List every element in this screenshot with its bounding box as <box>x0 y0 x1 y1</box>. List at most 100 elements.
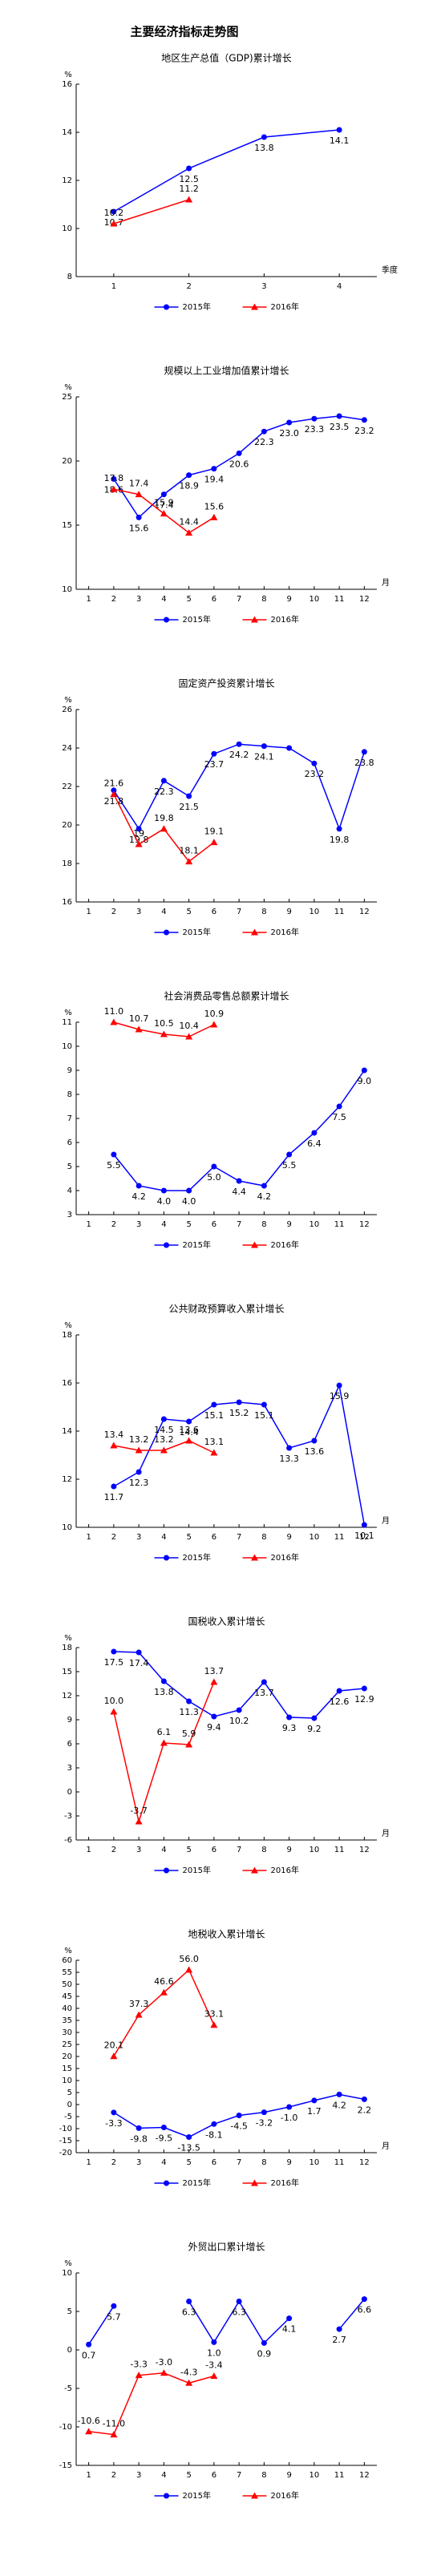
data-label: 24.2 <box>229 750 249 760</box>
marker <box>336 127 342 133</box>
marker <box>286 1714 293 1721</box>
data-label: 4.2 <box>131 1191 146 1202</box>
marker <box>186 1187 192 1194</box>
y-tick-label: 60 <box>62 1956 72 1965</box>
marker <box>186 165 192 172</box>
x-tick-label: 3 <box>136 1846 141 1854</box>
marker <box>110 1018 118 1025</box>
marker <box>261 1401 267 1408</box>
x-tick-label: 12 <box>359 1220 370 1229</box>
y-tick-label: 3 <box>67 1211 72 1219</box>
marker <box>210 2372 218 2380</box>
chart-title: 公共财政预算收入累计增长 <box>168 1303 284 1315</box>
data-label: 5.0 <box>207 1172 221 1183</box>
data-label: 4.0 <box>182 1196 196 1207</box>
x-tick-label: 9 <box>286 1220 291 1229</box>
data-label: 12.9 <box>354 1694 374 1705</box>
series-line <box>113 1681 215 1824</box>
data-label: 10.1 <box>354 1531 374 1541</box>
data-label: 6.3 <box>182 2307 196 2318</box>
legend-label: 2015年 <box>183 1552 211 1563</box>
y-tick-label: 25 <box>62 2040 72 2049</box>
data-label: -3.7 <box>130 1806 147 1816</box>
legend-marker <box>164 2180 169 2186</box>
data-label: 13.6 <box>305 1446 325 1457</box>
legend-label: 2015年 <box>183 2178 211 2188</box>
x-tick-label: 3 <box>136 595 141 604</box>
data-label: 13.6 <box>179 1425 199 1435</box>
y-tick-label: 10 <box>62 1042 72 1051</box>
marker <box>211 750 217 757</box>
chart-title: 国税收入累计增长 <box>188 1616 265 1628</box>
marker <box>236 2113 242 2118</box>
data-label: 23.7 <box>204 759 225 770</box>
data-label: 4.1 <box>282 2324 297 2335</box>
marker <box>185 529 193 536</box>
data-label: 2.7 <box>332 2335 346 2345</box>
data-label: 19.4 <box>204 475 225 485</box>
x-tick-label: 4 <box>337 282 342 291</box>
legend-label: 2015年 <box>183 1865 211 1875</box>
marker <box>286 1151 293 1158</box>
x-tick-label: 7 <box>237 1220 241 1229</box>
marker <box>311 1715 318 1721</box>
data-label: -3.3 <box>105 2118 122 2129</box>
y-tick-label: -10 <box>59 2125 72 2133</box>
marker <box>261 134 267 140</box>
data-label: 19.8 <box>330 835 350 845</box>
series-line <box>88 2372 215 2436</box>
y-axis-label: % <box>64 1009 72 1017</box>
marker <box>160 1187 167 1194</box>
marker <box>311 415 318 422</box>
y-tick-label: 45 <box>62 1992 72 2001</box>
data-label: 10.9 <box>204 1009 225 1019</box>
marker <box>336 826 342 832</box>
data-label: -10.6 <box>77 2416 99 2426</box>
y-axis-label: % <box>64 383 72 392</box>
data-label: 6.1 <box>157 1727 172 1737</box>
legend-marker <box>251 1241 258 1248</box>
x-tick-label: 8 <box>261 2158 266 2167</box>
legend-marker <box>164 1555 169 1561</box>
x-tick-label: 3 <box>136 1533 141 1542</box>
x-tick-label: 11 <box>334 1533 345 1542</box>
x-tick-label: 6 <box>212 1220 216 1229</box>
legend-marker <box>251 1554 258 1561</box>
x-tick-label: 2 <box>111 908 116 916</box>
x-tick-label: 1 <box>86 1220 91 1229</box>
marker <box>361 2296 367 2303</box>
marker <box>286 745 293 751</box>
data-label: 22.3 <box>254 437 274 447</box>
y-tick-label: -5 <box>64 2384 72 2393</box>
x-tick-label: 9 <box>286 1533 291 1542</box>
legend-marker <box>251 616 258 623</box>
x-tick-label: 7 <box>237 595 241 604</box>
marker <box>210 513 218 520</box>
data-label: 11.7 <box>104 1492 124 1502</box>
data-label: 5.9 <box>182 1729 196 1739</box>
marker <box>160 778 167 784</box>
x-tick-label: 1 <box>86 908 91 916</box>
y-tick-label: 16 <box>62 80 72 89</box>
x-tick-label: 11 <box>334 1220 345 1229</box>
data-label: -3.3 <box>130 2360 147 2370</box>
x-tick-label: 2 <box>111 1846 116 1854</box>
marker <box>160 1678 167 1684</box>
x-tick-label: 4 <box>161 1220 166 1229</box>
marker <box>261 743 267 750</box>
data-label: 14.1 <box>330 135 350 146</box>
data-label: 10.2 <box>229 1716 249 1726</box>
data-label: -11.0 <box>103 2419 125 2429</box>
x-tick-label: 8 <box>261 1220 266 1229</box>
data-label: 15.9 <box>330 1391 350 1401</box>
marker <box>336 413 342 419</box>
x-tick-label: 8 <box>261 908 266 916</box>
x-tick-label: 6 <box>212 2471 216 2480</box>
marker <box>211 2121 217 2127</box>
legend-label: 2016年 <box>271 927 299 937</box>
y-tick-label: 8 <box>67 1090 72 1099</box>
data-label: 13.2 <box>154 1434 174 1445</box>
marker <box>361 2096 367 2102</box>
y-tick-label: 9 <box>67 1066 72 1075</box>
data-label: 14.4 <box>179 1427 199 1438</box>
